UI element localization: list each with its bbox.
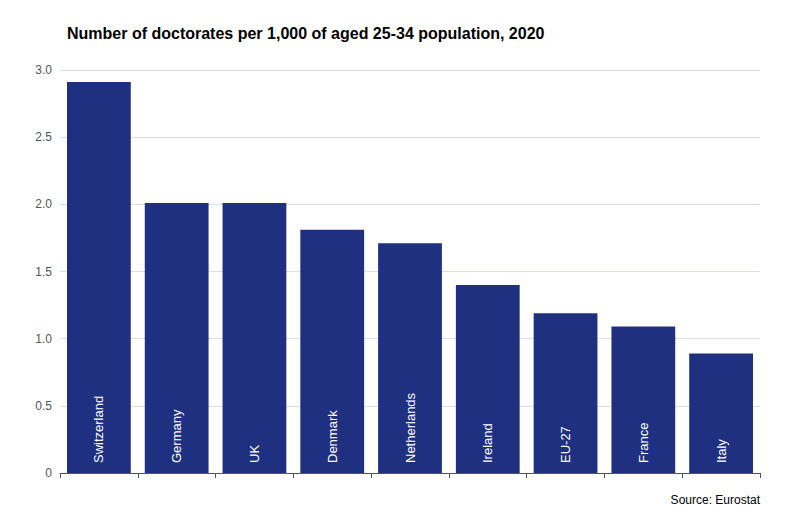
svg-text:0.5: 0.5 [35,399,52,413]
svg-text:Number of doctorates per 1,000: Number of doctorates per 1,000 of aged 2… [67,25,545,42]
svg-text:Netherlands: Netherlands [403,392,418,463]
svg-text:1.5: 1.5 [35,265,52,279]
svg-text:Italy: Italy [714,439,729,463]
svg-text:UK: UK [247,445,262,463]
svg-text:Ireland: Ireland [480,423,495,463]
svg-text:3.0: 3.0 [35,63,52,77]
svg-text:EU-27: EU-27 [558,426,573,463]
svg-text:2.5: 2.5 [35,130,52,144]
svg-text:Switzerland: Switzerland [91,396,106,463]
svg-text:2.0: 2.0 [35,197,52,211]
svg-text:0: 0 [45,466,52,480]
svg-text:Source: Eurostat: Source: Eurostat [671,493,761,507]
svg-text:1.0: 1.0 [35,332,52,346]
svg-text:France: France [636,423,651,463]
svg-text:Germany: Germany [169,409,184,463]
svg-text:Denmark: Denmark [325,410,340,463]
